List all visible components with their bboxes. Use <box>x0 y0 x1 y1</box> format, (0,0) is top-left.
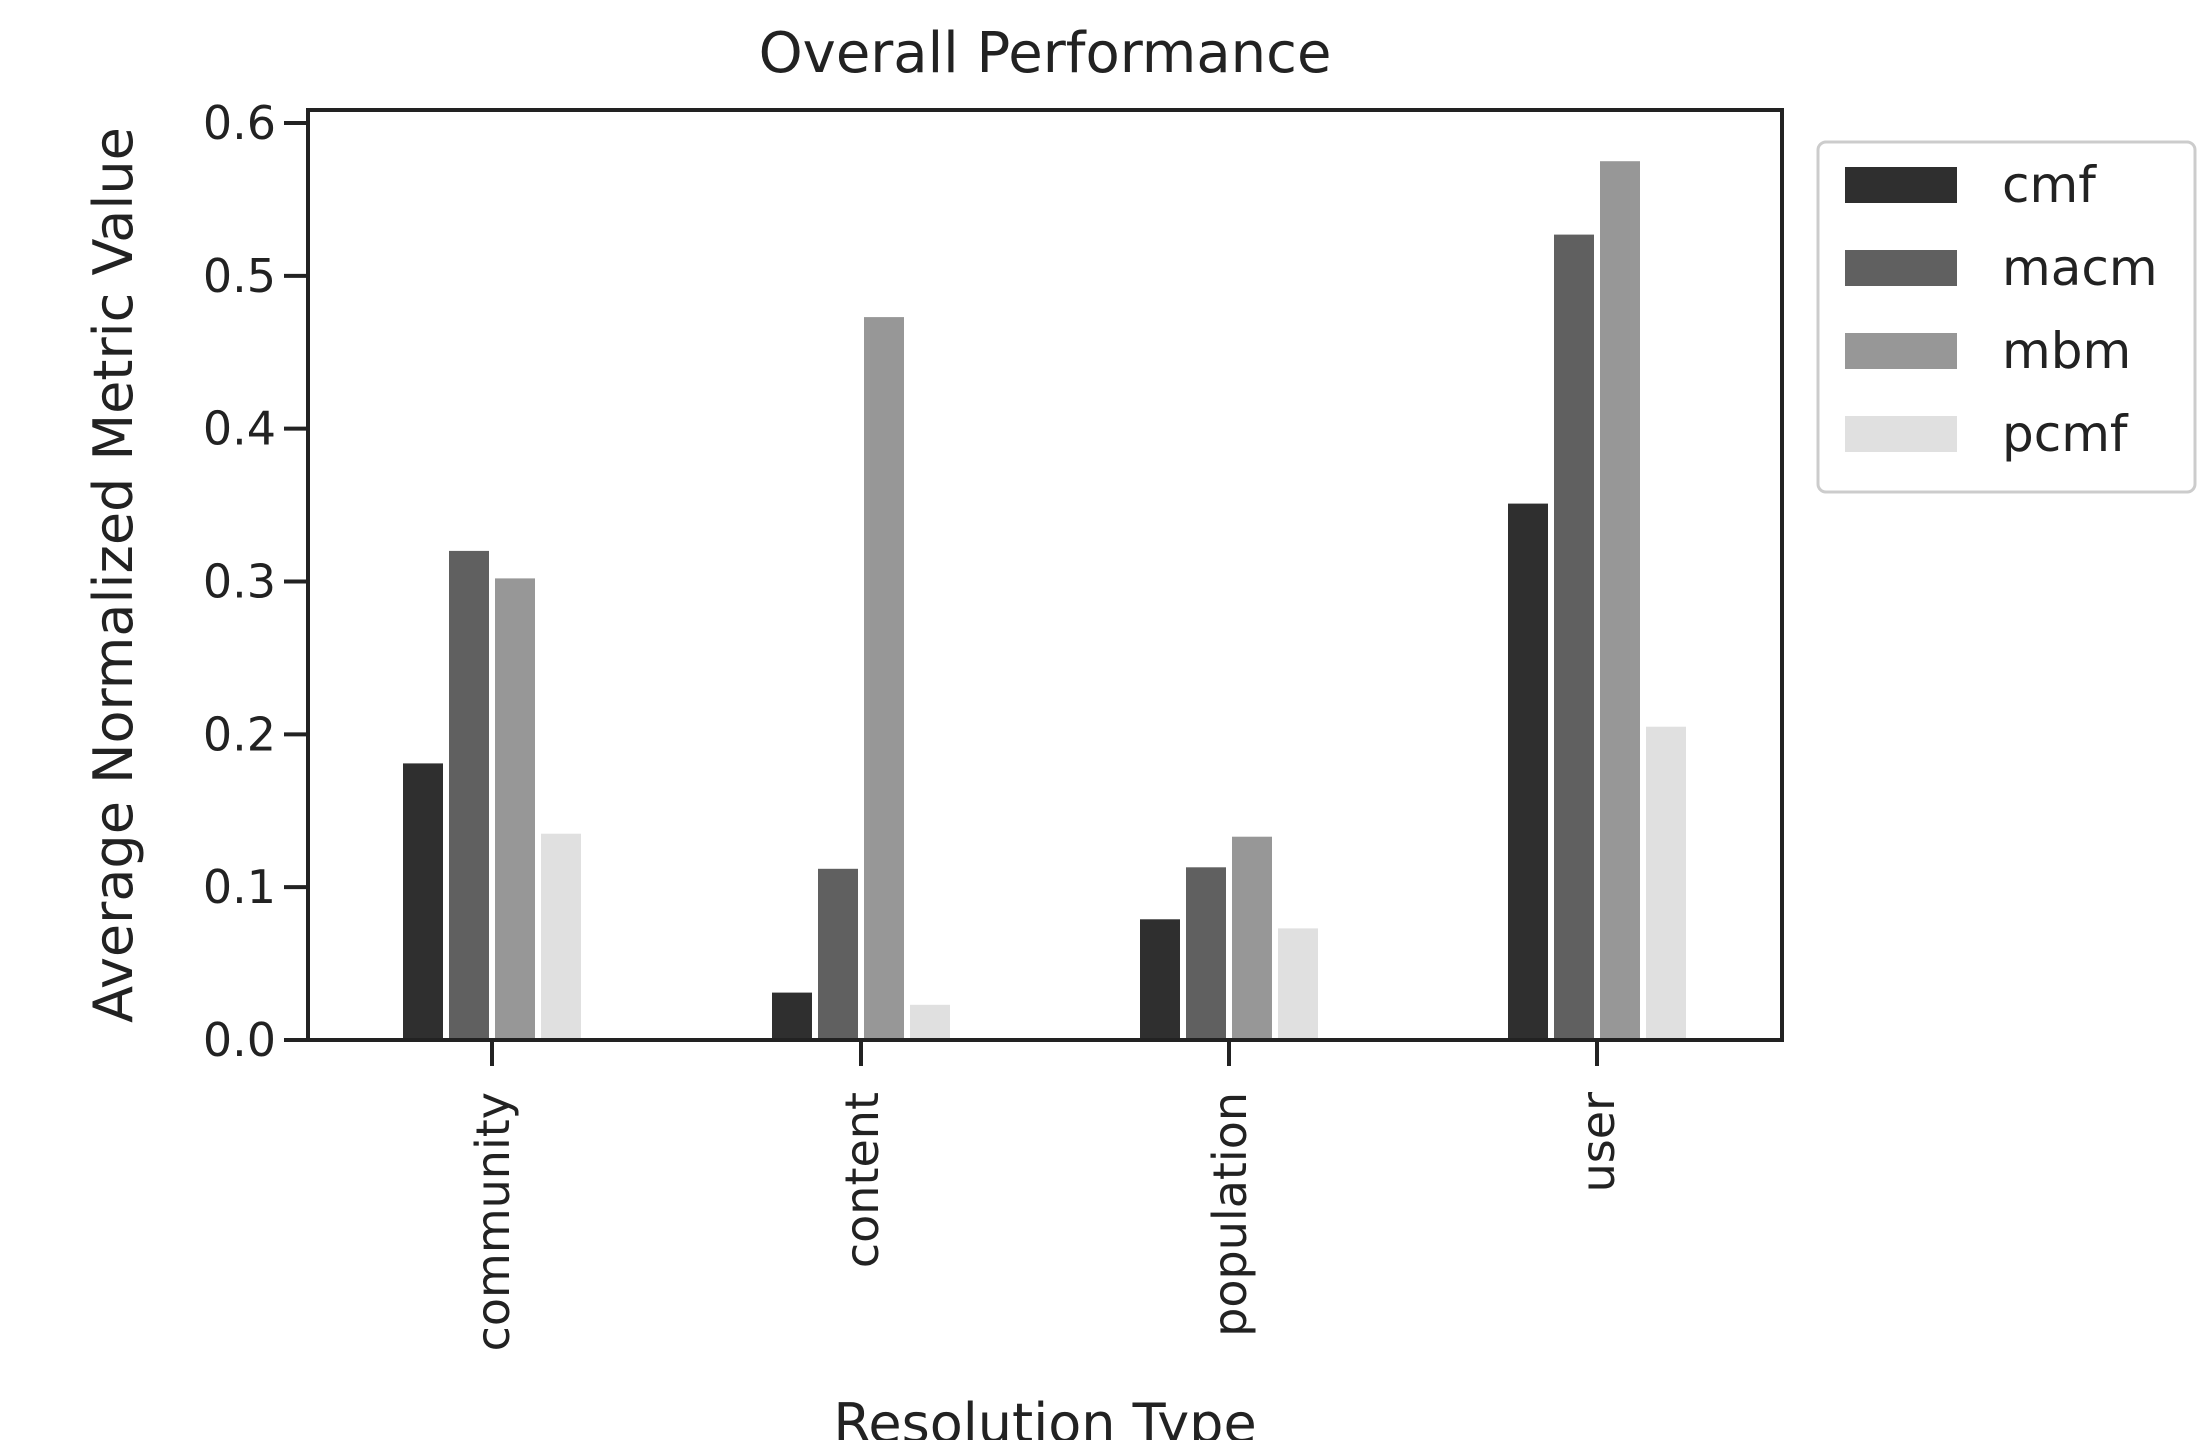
x-tick-label: community <box>466 1092 520 1351</box>
y-tick-label: 0.0 <box>203 1013 276 1067</box>
bar-cmf-community <box>403 763 443 1040</box>
bar-cmf-content <box>772 992 812 1040</box>
y-tick-label: 0.2 <box>203 707 276 761</box>
bar-cmf-population <box>1140 919 1180 1040</box>
bar-pcmf-user <box>1646 726 1686 1040</box>
x-tick-label: user <box>1571 1092 1625 1192</box>
legend: cmf macm mbm pcmf <box>1816 140 2197 494</box>
legend-label-macm: macm <box>2002 239 2158 297</box>
legend-swatch-pcmf <box>1845 416 1957 452</box>
bar-macm-population <box>1186 867 1226 1040</box>
chart-title: Overall Performance <box>759 21 1332 86</box>
bar-mbm-content <box>864 317 904 1041</box>
bar-macm-community <box>449 550 489 1040</box>
x-axis: community content population user <box>466 1040 1625 1351</box>
bar-mbm-population <box>1232 836 1272 1040</box>
x-tick-label: population <box>1203 1092 1257 1337</box>
y-tick-label: 0.1 <box>203 860 276 914</box>
y-axis-title: Average Normalized Metric Value <box>82 127 145 1023</box>
legend-swatch-macm <box>1845 250 1957 286</box>
legend-label-pcmf: pcmf <box>2002 405 2129 463</box>
legend-label-mbm: mbm <box>2002 322 2131 380</box>
bar-pcmf-community <box>541 833 581 1040</box>
bar-mbm-user <box>1600 161 1640 1040</box>
bar-macm-user <box>1554 234 1594 1041</box>
plot-frame <box>306 108 1784 1042</box>
bar-macm-content <box>818 868 858 1040</box>
legend-frame <box>1816 140 2197 494</box>
y-tick-label: 0.6 <box>203 96 276 150</box>
y-tick-label: 0.5 <box>203 249 276 303</box>
legend-swatch-cmf <box>1845 167 1957 203</box>
y-tick-label: 0.3 <box>203 555 276 609</box>
bar-cmf-user <box>1508 503 1548 1041</box>
legend-label-cmf: cmf <box>2002 156 2097 214</box>
y-tick-label: 0.4 <box>203 402 276 456</box>
x-tick-label: content <box>835 1092 889 1268</box>
x-axis-title: Resolution Type <box>833 1392 1256 1440</box>
legend-swatch-mbm <box>1845 333 1957 369</box>
bar-mbm-community <box>495 578 535 1040</box>
bar-pcmf-population <box>1278 928 1318 1040</box>
bar-pcmf-content <box>910 1004 950 1040</box>
y-axis: 0.0 0.1 0.2 0.3 0.4 0.5 0.6 <box>203 96 308 1067</box>
bar-group <box>403 161 1686 1041</box>
